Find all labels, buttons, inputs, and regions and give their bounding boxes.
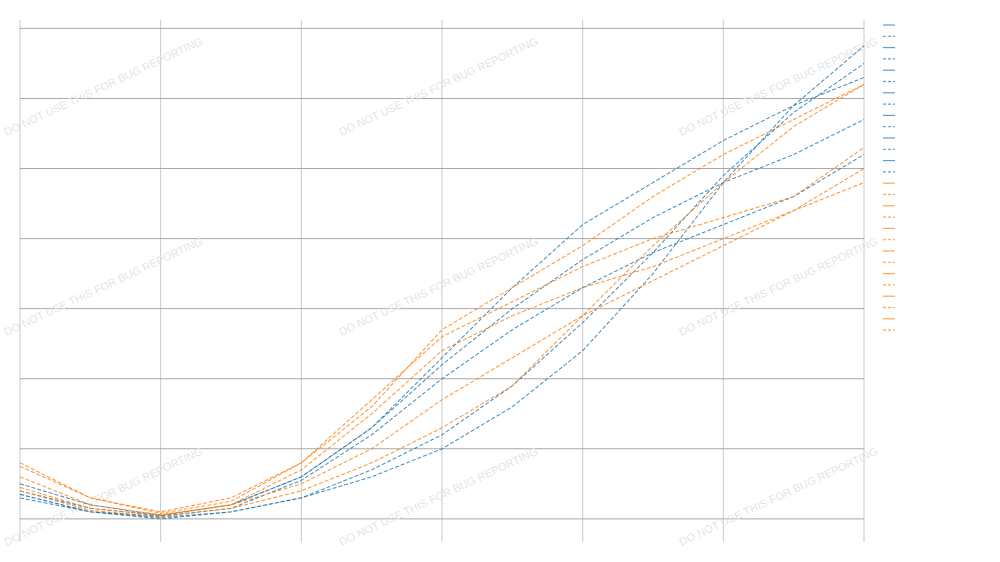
watermark: DO NOT USE THIS FOR BUG REPORTING: [338, 36, 540, 139]
watermark: DO NOT USE THIS FOR BUG REPORTING: [3, 236, 205, 339]
watermark: DO NOT USE THIS FOR BUG REPORTING: [338, 236, 540, 339]
line-series: [19, 168, 865, 516]
line-series: [19, 63, 865, 520]
line-series: [19, 147, 865, 513]
watermark: DO NOT USE THIS FOR BUG REPORTING: [678, 36, 880, 139]
watermark: DO NOT USE THIS FOR BUG REPORTING: [3, 36, 205, 139]
line-series: [19, 84, 865, 518]
line-series: [19, 182, 865, 516]
watermark: DO NOT USE THIS FOR BUG REPORTING: [678, 236, 880, 339]
line-series: [19, 154, 865, 517]
watermark: DO NOT USE THIS FOR BUG REPORTING: [678, 446, 880, 549]
watermark: DO NOT USE THIS FOR BUG REPORTING: [338, 446, 540, 549]
line-series: [19, 84, 865, 514]
legend: [883, 24, 895, 331]
